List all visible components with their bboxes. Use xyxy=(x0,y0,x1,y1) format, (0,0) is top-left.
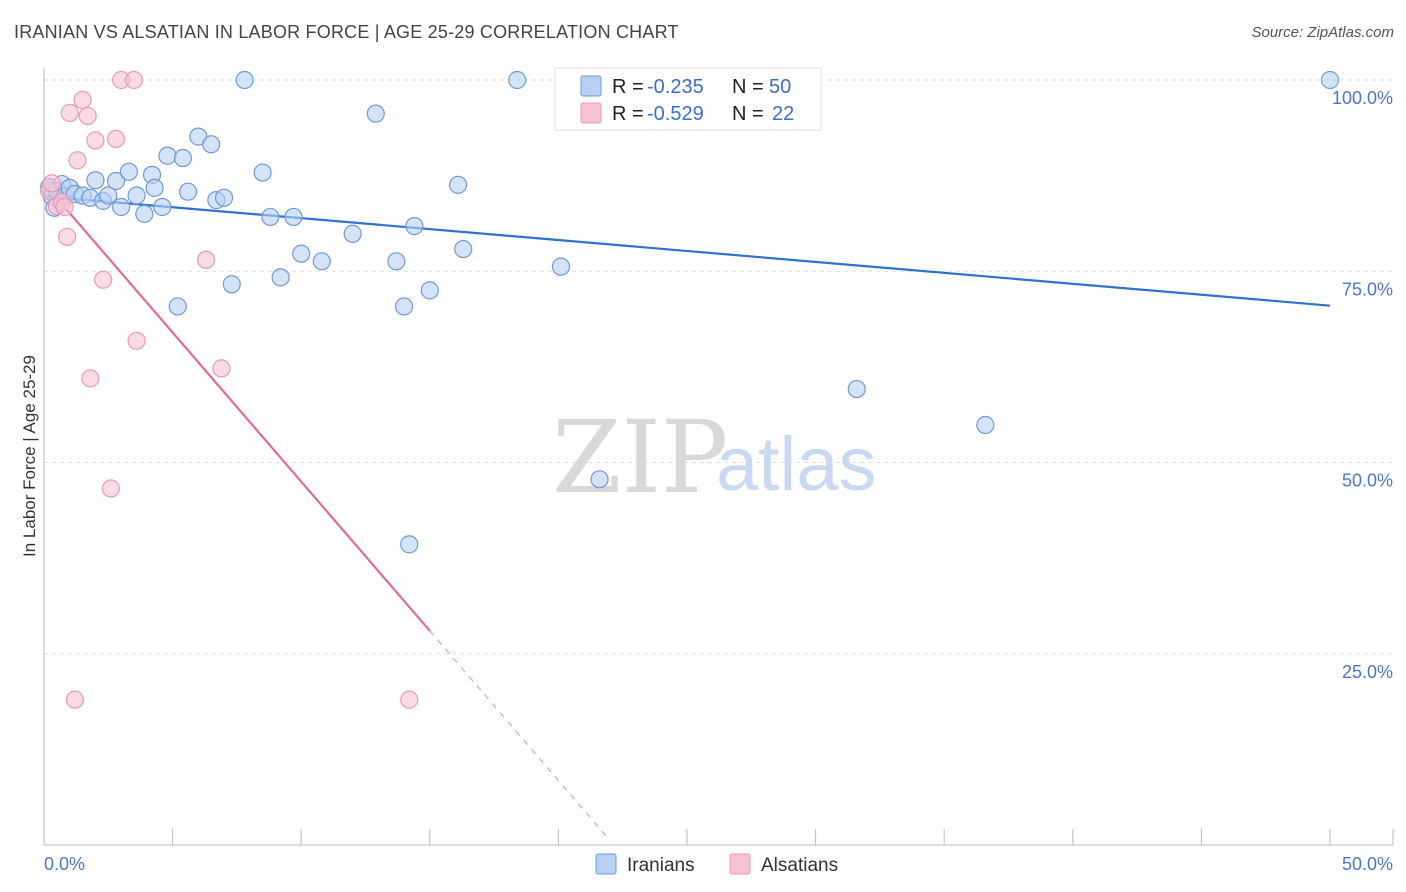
point-iranians-23 xyxy=(173,148,192,168)
trend-line-alsatians xyxy=(43,182,431,632)
point-iranians-46 xyxy=(551,257,571,276)
point-iranians-24 xyxy=(178,182,198,201)
point-iranians-16 xyxy=(127,186,146,205)
point-iranians-45 xyxy=(508,70,527,90)
point-iranians-30 xyxy=(235,70,254,90)
y-axis-title: In Labor Force | Age 25-29 xyxy=(20,355,39,557)
point-alsatians-12 xyxy=(106,129,126,149)
point-alsatians-4 xyxy=(55,197,74,217)
point-iranians-51 xyxy=(1320,70,1340,90)
point-iranians-40 xyxy=(394,297,414,316)
point-iranians-50 xyxy=(400,535,419,554)
legend-r-value-1: -0.235 xyxy=(647,76,704,98)
point-alsatians-14 xyxy=(124,70,144,90)
point-iranians-48 xyxy=(847,379,866,399)
point-alsatians-18 xyxy=(196,250,216,269)
watermark-atlas: atlas xyxy=(716,422,877,507)
point-iranians-37 xyxy=(343,224,362,243)
legend-n-value-2: 22 xyxy=(772,103,794,125)
watermark-zip: ZIP xyxy=(552,399,728,516)
point-iranians-47 xyxy=(590,470,609,489)
point-alsatians-9 xyxy=(78,106,97,126)
y-tick-label-0: 25.0% xyxy=(1342,662,1393,682)
point-alsatians-8 xyxy=(73,90,92,109)
point-iranians-13 xyxy=(106,171,126,191)
point-iranians-36 xyxy=(312,252,331,271)
point-alsatians-10 xyxy=(86,131,105,150)
point-iranians-43 xyxy=(448,175,468,194)
point-alsatians-6 xyxy=(60,103,79,122)
y-tick-label-2: 75.0% xyxy=(1342,279,1393,299)
series-legend: Iranians Alsatians xyxy=(595,853,838,876)
point-alsatians-17 xyxy=(101,479,120,498)
point-iranians-19 xyxy=(145,178,164,197)
point-iranians-41 xyxy=(405,217,424,236)
x-tick-label-min: 0.0% xyxy=(44,854,85,874)
y-tick-labels: 25.0% 50.0% 75.0% 100.0% xyxy=(1332,88,1393,682)
point-iranians-35 xyxy=(292,244,311,263)
legend-swatch-alsatians xyxy=(580,102,602,124)
series-legend-swatch-iranians xyxy=(595,853,617,875)
point-iranians-39 xyxy=(387,252,406,271)
point-alsatians-7 xyxy=(68,151,87,170)
trend-line-extension-alsatians xyxy=(429,630,611,841)
point-alsatians-5 xyxy=(58,227,77,246)
legend-n-value-1: 50 xyxy=(769,76,791,98)
trend-lines xyxy=(43,182,1331,841)
watermark: ZIP atlas xyxy=(552,399,877,516)
point-iranians-26 xyxy=(202,135,221,154)
point-iranians-38 xyxy=(366,104,385,123)
point-iranians-49 xyxy=(976,415,995,435)
legend-r-value-2: -0.529 xyxy=(647,103,704,125)
point-iranians-10 xyxy=(86,171,105,190)
point-alsatians-1 xyxy=(42,174,61,193)
legend-swatch-iranians xyxy=(580,75,602,97)
series-legend-swatch-alsatians xyxy=(729,853,751,875)
y-tick-label-3: 100.0% xyxy=(1332,88,1393,108)
stats-legend: R = -0.235 N = 50 R = -0.529 N = 22 xyxy=(554,67,822,131)
point-iranians-33 xyxy=(271,268,290,287)
legend-r-label-2: R = xyxy=(612,103,644,125)
point-iranians-32 xyxy=(261,207,280,227)
point-iranians-34 xyxy=(284,207,303,227)
x-tick-label-max: 50.0% xyxy=(1342,854,1393,874)
point-alsatians-19 xyxy=(212,359,231,378)
series-legend-label-alsatians: Alsatians xyxy=(761,855,838,876)
point-iranians-22 xyxy=(168,297,187,316)
point-alsatians-11 xyxy=(94,270,113,289)
point-iranians-21 xyxy=(158,146,177,165)
gridlines xyxy=(44,79,1393,655)
legend-n-label-2: N = xyxy=(732,103,764,125)
point-iranians-20 xyxy=(153,197,172,217)
point-iranians-28 xyxy=(214,188,234,207)
legend-r-label-1: R = xyxy=(612,76,644,98)
point-alsatians-15 xyxy=(127,331,146,350)
point-iranians-17 xyxy=(135,204,154,223)
point-iranians-14 xyxy=(112,197,131,217)
legend-n-label-1: N = xyxy=(732,76,764,98)
data-points xyxy=(40,70,1340,709)
point-iranians-29 xyxy=(222,275,241,294)
point-iranians-31 xyxy=(253,163,272,182)
point-alsatians-16 xyxy=(81,369,100,388)
point-iranians-42 xyxy=(420,281,439,300)
point-alsatians-20 xyxy=(65,690,84,709)
chart-title: IRANIAN VS ALSATIAN IN LABOR FORCE | AGE… xyxy=(14,22,679,42)
y-tick-label-1: 50.0% xyxy=(1342,471,1393,491)
series-legend-label-iranians: Iranians xyxy=(627,855,695,876)
point-iranians-15 xyxy=(119,162,138,181)
trend-line-iranians xyxy=(43,195,1331,307)
source-credit: Source: ZipAtlas.com xyxy=(1251,24,1394,41)
point-iranians-12 xyxy=(99,186,118,205)
point-iranians-44 xyxy=(454,239,473,259)
point-alsatians-21 xyxy=(400,690,419,709)
